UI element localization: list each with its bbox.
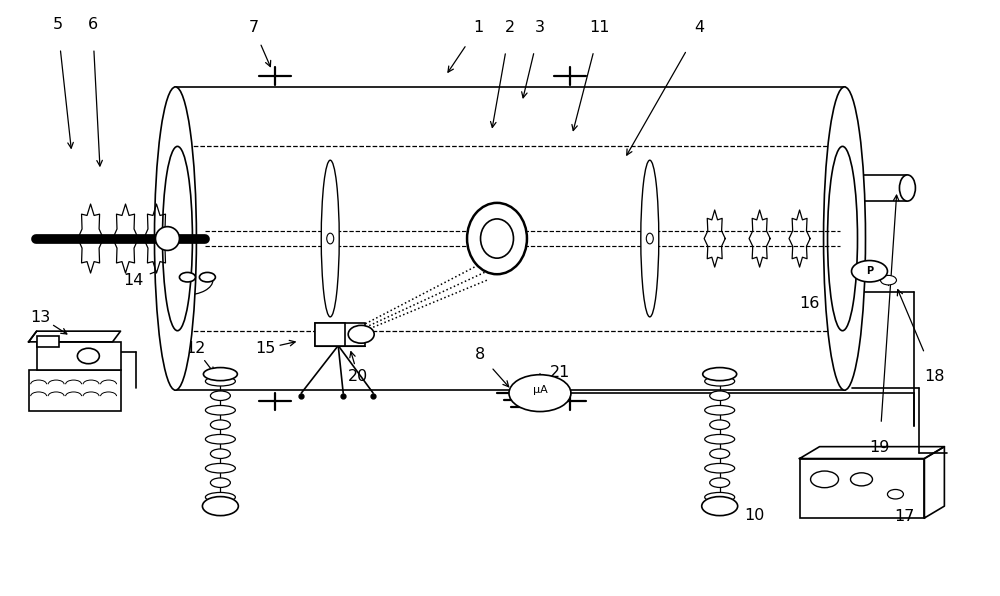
Ellipse shape xyxy=(155,226,179,250)
Text: 12: 12 xyxy=(185,341,206,356)
Ellipse shape xyxy=(880,275,896,285)
Text: 7: 7 xyxy=(248,20,258,35)
Text: 2: 2 xyxy=(505,20,515,35)
Ellipse shape xyxy=(899,175,915,201)
Text: 16: 16 xyxy=(799,296,820,312)
Text: 6: 6 xyxy=(88,17,98,32)
Text: 5: 5 xyxy=(53,17,63,32)
Ellipse shape xyxy=(705,377,735,386)
Ellipse shape xyxy=(828,147,858,331)
Bar xyxy=(37,342,121,370)
Text: 4: 4 xyxy=(695,20,705,35)
Text: 21: 21 xyxy=(550,365,570,380)
Ellipse shape xyxy=(509,375,571,412)
Text: 18: 18 xyxy=(924,369,945,384)
Text: μA: μA xyxy=(533,385,547,395)
Ellipse shape xyxy=(202,496,238,516)
Text: 15: 15 xyxy=(255,341,276,356)
Ellipse shape xyxy=(210,391,230,401)
Ellipse shape xyxy=(162,147,192,331)
Text: 1: 1 xyxy=(473,20,483,35)
Ellipse shape xyxy=(205,464,235,473)
Ellipse shape xyxy=(705,405,735,415)
Ellipse shape xyxy=(811,471,839,488)
Ellipse shape xyxy=(348,325,374,343)
Ellipse shape xyxy=(703,368,737,381)
Text: 8: 8 xyxy=(475,347,485,362)
Ellipse shape xyxy=(710,449,730,458)
Text: 13: 13 xyxy=(31,309,51,325)
Ellipse shape xyxy=(321,160,339,317)
Ellipse shape xyxy=(199,272,215,282)
Ellipse shape xyxy=(210,420,230,430)
Ellipse shape xyxy=(710,478,730,488)
Ellipse shape xyxy=(205,434,235,444)
Bar xyxy=(315,323,365,346)
Ellipse shape xyxy=(327,233,334,244)
Ellipse shape xyxy=(702,496,738,516)
Ellipse shape xyxy=(851,473,872,486)
Ellipse shape xyxy=(705,464,735,473)
Ellipse shape xyxy=(641,160,659,317)
Ellipse shape xyxy=(887,489,903,499)
Ellipse shape xyxy=(710,391,730,401)
Text: 3: 3 xyxy=(535,20,545,35)
Ellipse shape xyxy=(467,203,527,274)
Ellipse shape xyxy=(205,377,235,386)
Text: 19: 19 xyxy=(869,440,890,455)
Ellipse shape xyxy=(203,368,237,381)
Ellipse shape xyxy=(824,87,865,390)
Ellipse shape xyxy=(154,87,196,390)
Ellipse shape xyxy=(210,449,230,458)
Ellipse shape xyxy=(705,434,735,444)
Ellipse shape xyxy=(205,405,235,415)
Ellipse shape xyxy=(646,233,653,244)
Text: 10: 10 xyxy=(744,508,765,523)
Text: P: P xyxy=(866,266,873,276)
Ellipse shape xyxy=(179,272,195,282)
Ellipse shape xyxy=(481,219,513,258)
Bar xyxy=(37,336,59,347)
Bar xyxy=(800,458,924,518)
Text: 17: 17 xyxy=(894,509,915,524)
Ellipse shape xyxy=(205,492,235,502)
Ellipse shape xyxy=(77,348,99,364)
Text: 20: 20 xyxy=(348,369,368,384)
Ellipse shape xyxy=(705,492,735,502)
Ellipse shape xyxy=(710,420,730,430)
Text: 14: 14 xyxy=(123,272,144,288)
Ellipse shape xyxy=(852,260,887,282)
Bar xyxy=(29,370,121,411)
Text: 11: 11 xyxy=(590,20,610,35)
Ellipse shape xyxy=(210,478,230,488)
Bar xyxy=(315,323,345,346)
